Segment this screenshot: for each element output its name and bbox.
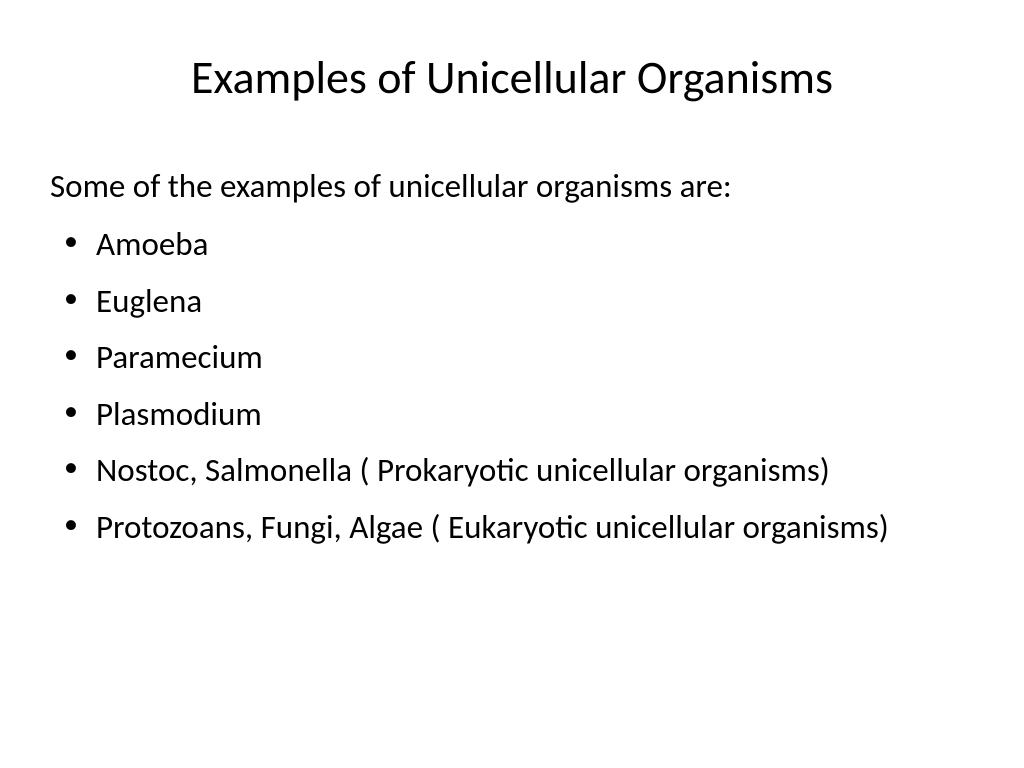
list-item: Nostoc, Salmonella ( Prokaryotic unicell… — [50, 448, 974, 493]
list-item: Protozoans, Fungi, Algae ( Eukaryotic un… — [50, 505, 974, 550]
intro-text: Some of the examples of unicellular orga… — [50, 166, 974, 206]
bullet-list: Amoeba Euglena Paramecium Plasmodium Nos… — [50, 222, 974, 549]
list-item: Amoeba — [50, 222, 974, 267]
list-item: Euglena — [50, 279, 974, 324]
list-item: Plasmodium — [50, 392, 974, 437]
slide-title: Examples of Unicellular Organisms — [50, 50, 974, 106]
list-item: Paramecium — [50, 335, 974, 380]
